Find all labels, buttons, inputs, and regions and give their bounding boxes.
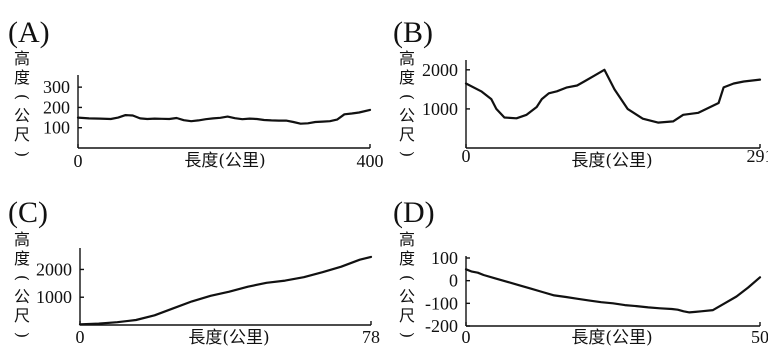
- y-axis-label-char: ): [398, 151, 417, 157]
- y-axis-label-char: (: [398, 275, 417, 281]
- y-tick-label: 100: [431, 248, 458, 268]
- y-axis-label-char: 尺: [14, 125, 30, 144]
- y-tick-label: 1000: [36, 287, 72, 307]
- x-tick-label: 0: [74, 151, 83, 171]
- y-tick-label: -200: [425, 316, 458, 336]
- x-axis-label: 長度(公里): [188, 328, 269, 348]
- y-axis-label-char: 度: [14, 68, 30, 87]
- y-axis-label-char: 高: [399, 49, 415, 68]
- panel-label: (D): [393, 196, 435, 229]
- y-axis-label-char: 高: [14, 230, 30, 249]
- y-axis-label-char: 公: [14, 106, 30, 125]
- y-axis-label-char: (: [398, 94, 417, 100]
- elevation-profile-line: [464, 68, 762, 124]
- elevation-profile-line: [464, 268, 762, 314]
- panel-3: (C)高度 ( 公尺) 1000 2000 0 78 長度(公里): [8, 196, 380, 348]
- y-axis-label-char: 度: [399, 249, 415, 268]
- y-tick-label: 300: [43, 77, 70, 97]
- panel-label: (A): [8, 16, 50, 49]
- y-tick-label: 200: [43, 97, 70, 117]
- y-axis-label-char: (: [13, 275, 32, 281]
- elevation-profile-line: [78, 255, 373, 326]
- y-tick-label: -100: [425, 293, 458, 313]
- y-axis-label-char: 度: [14, 249, 30, 268]
- x-tick-label: 78: [362, 327, 380, 347]
- x-tick-label: 0: [76, 327, 85, 347]
- y-tick-label: 0: [449, 271, 458, 291]
- x-tick-label: 50: [751, 327, 768, 347]
- x-tick-label: 0: [462, 327, 471, 347]
- x-tick-label: 400: [357, 151, 384, 171]
- y-axis-label-char: 高: [14, 49, 30, 68]
- y-tick-label: 2000: [36, 259, 72, 279]
- panel-label: (B): [393, 16, 433, 49]
- elevation-profile-line: [76, 108, 372, 125]
- x-axis-label: 長度(公里): [571, 151, 652, 171]
- y-axis-label-char: 公: [399, 287, 415, 306]
- y-axis-label-char: 度: [399, 68, 415, 87]
- y-axis-label-char: (: [13, 94, 32, 100]
- x-tick-label: 0: [462, 146, 471, 166]
- x-tick-label: 291: [747, 146, 768, 166]
- x-axis-label: 長度(公里): [571, 328, 652, 348]
- y-tick-label: 2000: [422, 60, 458, 80]
- y-axis-label-char: 尺: [399, 306, 415, 325]
- x-axis-label: 長度(公里): [184, 151, 265, 171]
- y-tick-label: 100: [43, 118, 70, 138]
- y-tick-label: 1000: [422, 99, 458, 119]
- panel-label: (C): [8, 196, 48, 229]
- panel-4: (D)高度 ( 公尺) -200 -1000 100 0 50 長度(公里): [393, 196, 768, 348]
- y-axis-label-char: 公: [14, 287, 30, 306]
- y-axis-label-char: ): [398, 332, 417, 338]
- y-axis-label-char: ): [13, 151, 32, 157]
- y-axis-label-char: ): [13, 332, 32, 338]
- y-axis-label-char: 公: [399, 106, 415, 125]
- y-axis-label-char: 尺: [14, 306, 30, 325]
- panel-2: (B)高度 ( 公尺) 1000 2000 0 291 長度(公里): [393, 16, 768, 171]
- y-axis-label-char: 尺: [399, 125, 415, 144]
- y-axis-label-char: 高: [399, 230, 415, 249]
